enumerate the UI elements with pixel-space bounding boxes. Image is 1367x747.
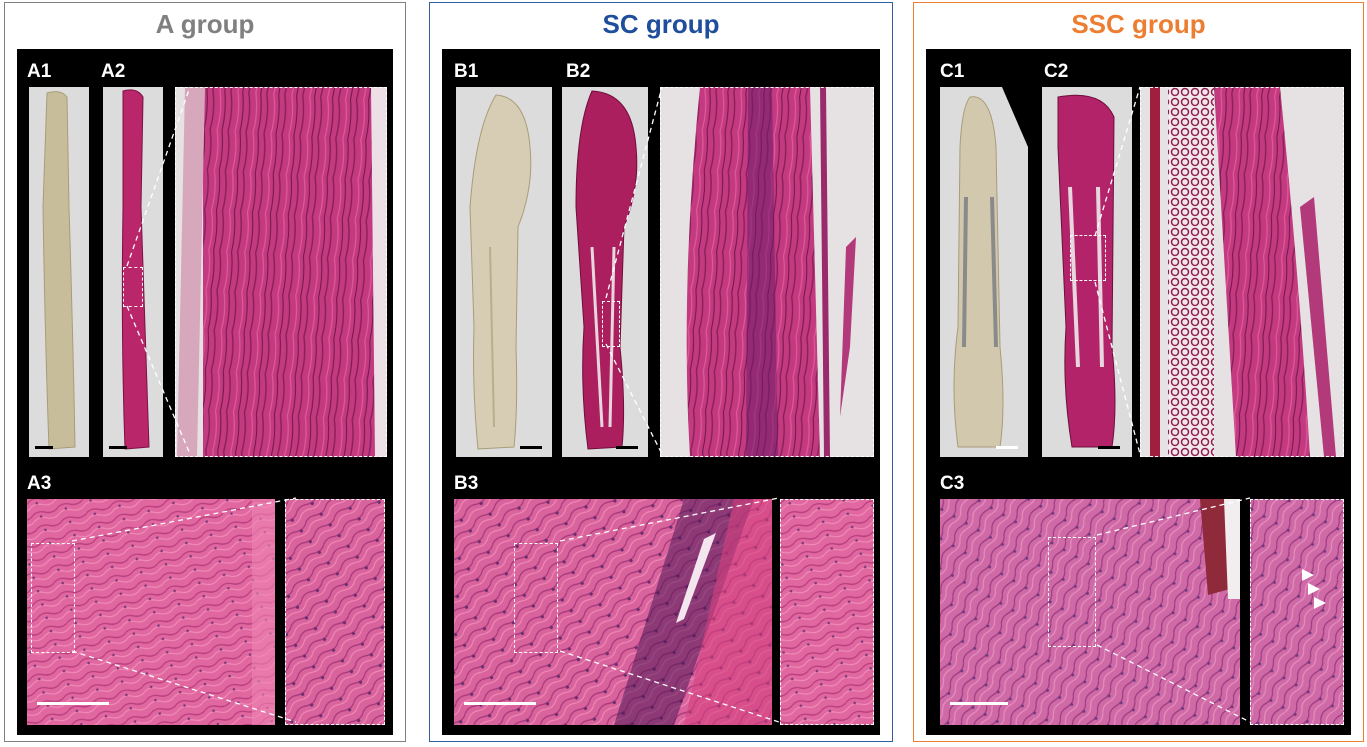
label-c3: C3 — [940, 473, 965, 494]
scale-bar — [520, 446, 542, 449]
scale-bar — [35, 446, 53, 449]
image-b2-magnified — [660, 87, 874, 457]
scale-bar — [464, 702, 536, 705]
image-b1-unstained-section — [456, 87, 552, 457]
label-c2: C2 — [1044, 61, 1069, 82]
scale-bar — [616, 446, 638, 449]
image-a3-magnified — [285, 499, 385, 725]
label-a1: A1 — [27, 61, 52, 82]
scale-bar — [950, 702, 1008, 705]
image-c2-magnified — [1140, 87, 1344, 457]
arrowhead-icon — [1308, 583, 1320, 595]
label-b1: B1 — [454, 61, 479, 82]
group-sc-title: SC group — [602, 9, 720, 39]
label-c1: C1 — [940, 61, 965, 82]
group-a-panel: A group A1 A2 A3 — [4, 2, 406, 742]
group-sc-panel: SC group B1 B2 B3 — [429, 2, 893, 742]
scale-bar — [996, 446, 1018, 449]
arrowhead-icon — [1302, 569, 1314, 581]
arrowhead-icon — [1314, 597, 1326, 609]
image-c1-unstained-section — [940, 87, 1028, 457]
image-c3-histology — [940, 499, 1240, 725]
scale-bar — [109, 446, 127, 449]
scale-bar — [37, 702, 109, 705]
group-a-title: A group — [155, 9, 255, 39]
image-a2-magnified — [175, 87, 387, 457]
image-c2-stained-section — [1042, 87, 1132, 457]
group-a-figure: A1 A2 A3 — [17, 49, 393, 735]
image-a3-histology — [27, 499, 275, 725]
image-a2-stained-section — [103, 87, 163, 457]
image-b3-histology — [454, 499, 772, 725]
group-ssc-panel: SSC group C1 C2 C3 — [913, 2, 1364, 742]
image-a1-unstained-section — [29, 87, 89, 457]
label-b2: B2 — [566, 61, 591, 82]
label-b3: B3 — [454, 473, 479, 494]
group-ssc-title: SSC group — [1071, 9, 1206, 39]
group-sc-figure: B1 B2 B3 — [442, 49, 880, 735]
image-b2-stained-section — [562, 87, 648, 457]
group-ssc-figure: C1 C2 C3 — [926, 49, 1351, 735]
image-c3-magnified — [1250, 499, 1344, 725]
label-a3: A3 — [27, 473, 52, 494]
label-a2: A2 — [101, 61, 126, 82]
image-b3-magnified — [780, 499, 874, 725]
scale-bar — [1098, 446, 1120, 449]
